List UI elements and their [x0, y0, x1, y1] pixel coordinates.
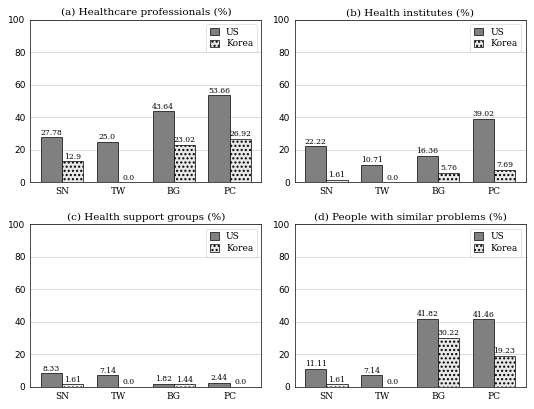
- Bar: [473, 319, 494, 387]
- Bar: [97, 142, 118, 182]
- Bar: [153, 111, 174, 182]
- Text: 11.11: 11.11: [305, 360, 327, 368]
- Text: 8.33: 8.33: [43, 365, 60, 373]
- Text: 0.0: 0.0: [123, 174, 135, 182]
- Legend: US, Korea: US, Korea: [206, 229, 257, 256]
- Text: 5.76: 5.76: [440, 164, 457, 173]
- Bar: [153, 384, 174, 387]
- Text: 7.69: 7.69: [496, 161, 513, 169]
- Title: (c) Health support groups (%): (c) Health support groups (%): [67, 213, 225, 222]
- Title: (a) Healthcare professionals (%): (a) Healthcare professionals (%): [61, 8, 231, 18]
- Text: 1.82: 1.82: [155, 375, 172, 383]
- Bar: [97, 375, 118, 387]
- Bar: [438, 173, 459, 182]
- Bar: [174, 145, 195, 182]
- Text: 1.44: 1.44: [176, 376, 193, 384]
- Title: (b) Health institutes (%): (b) Health institutes (%): [346, 9, 474, 18]
- Text: 30.22: 30.22: [438, 329, 460, 337]
- Text: 26.92: 26.92: [230, 130, 252, 138]
- Bar: [473, 119, 494, 182]
- Bar: [417, 319, 438, 387]
- Text: 1.61: 1.61: [328, 171, 345, 179]
- Text: 0.0: 0.0: [387, 174, 399, 182]
- Text: 7.14: 7.14: [99, 367, 116, 375]
- Text: 43.64: 43.64: [152, 103, 174, 111]
- Text: 25.0: 25.0: [99, 133, 116, 141]
- Bar: [361, 165, 382, 182]
- Bar: [438, 338, 459, 387]
- Text: 0.0: 0.0: [234, 378, 246, 387]
- Text: 27.78: 27.78: [41, 128, 62, 137]
- Text: 1.61: 1.61: [64, 376, 81, 384]
- Text: 19.23: 19.23: [493, 347, 515, 355]
- Legend: US, Korea: US, Korea: [470, 229, 521, 256]
- Text: 41.46: 41.46: [473, 311, 494, 319]
- Legend: US, Korea: US, Korea: [470, 24, 521, 52]
- Bar: [326, 384, 348, 387]
- Bar: [174, 384, 195, 387]
- Bar: [305, 369, 326, 387]
- Bar: [230, 139, 251, 182]
- Title: (d) People with similar problems (%): (d) People with similar problems (%): [314, 213, 507, 222]
- Text: 2.44: 2.44: [210, 374, 227, 382]
- Text: 53.66: 53.66: [208, 87, 230, 94]
- Bar: [41, 137, 62, 182]
- Text: 7.14: 7.14: [363, 367, 380, 375]
- Text: 23.02: 23.02: [174, 136, 195, 144]
- Bar: [361, 375, 382, 387]
- Bar: [208, 383, 230, 387]
- Text: 1.61: 1.61: [328, 376, 345, 384]
- Text: 41.82: 41.82: [417, 310, 438, 318]
- Bar: [326, 180, 348, 182]
- Text: 0.0: 0.0: [123, 378, 135, 387]
- Bar: [494, 170, 515, 182]
- Bar: [494, 355, 515, 387]
- Bar: [62, 161, 83, 182]
- Text: 22.22: 22.22: [305, 138, 327, 146]
- Legend: US, Korea: US, Korea: [206, 24, 257, 52]
- Text: 0.0: 0.0: [387, 378, 399, 387]
- Text: 10.71: 10.71: [360, 156, 382, 164]
- Text: 16.36: 16.36: [417, 147, 438, 155]
- Bar: [305, 146, 326, 182]
- Text: 39.02: 39.02: [473, 110, 494, 118]
- Bar: [62, 384, 83, 387]
- Bar: [417, 156, 438, 182]
- Bar: [208, 95, 230, 182]
- Bar: [41, 373, 62, 387]
- Text: 12.9: 12.9: [64, 153, 81, 161]
